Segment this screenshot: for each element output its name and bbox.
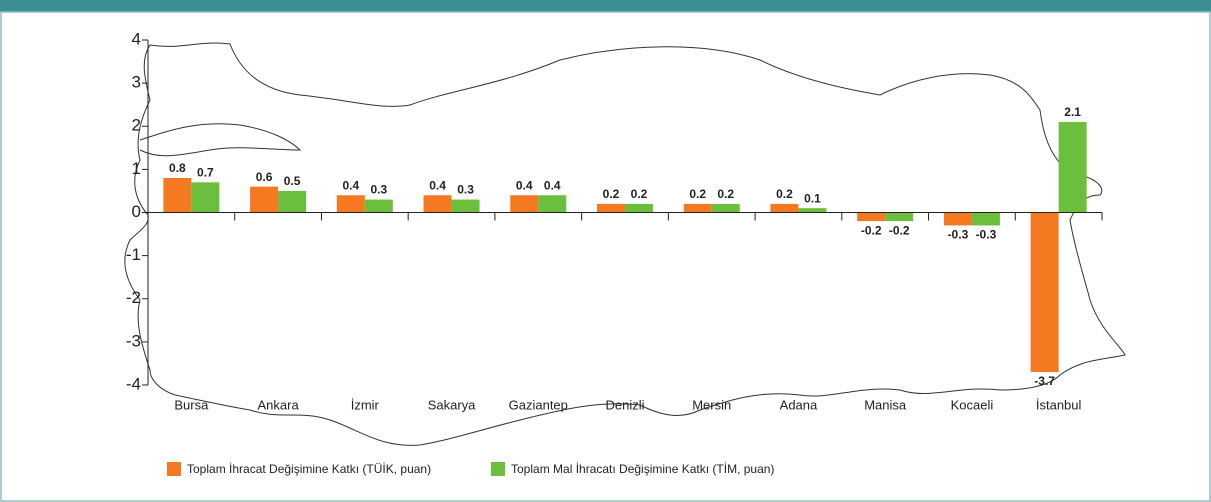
value-label: 0.4 [516,178,533,192]
value-label: -0.2 [889,223,910,237]
value-label: 0.1 [804,191,821,205]
value-label: 0.4 [544,178,561,192]
bar [798,208,827,213]
y-tick-label: -1 [126,245,141,264]
legend-swatch [491,462,505,476]
x-tick-label: Denizli [605,397,644,412]
legend-label: Toplam Mal İhracatı Değişimine Katkı (Tİ… [511,462,774,476]
x-tick-label: Sakarya [428,397,476,412]
bar [510,195,539,213]
y-tick-label: 4 [132,29,141,48]
value-label: 0.2 [717,187,734,201]
bar [885,212,914,222]
bar [364,199,393,213]
value-label: 0.5 [284,174,301,188]
bar [336,195,365,213]
value-label: 0.7 [197,165,214,179]
value-label: 0.6 [256,170,273,184]
bar [423,195,452,213]
bar [250,186,279,213]
bar [597,203,625,213]
value-label: -0.3 [948,228,969,242]
bar [857,212,886,222]
bar [625,203,653,213]
x-tick-label: Bursa [174,397,209,412]
bar [770,203,799,213]
x-tick-label: İzmir [351,397,380,412]
y-tick-label: 1 [132,159,141,178]
legend-swatch [167,462,181,476]
y-tick-label: -3 [126,331,141,350]
value-label: 0.8 [169,161,186,175]
y-tick-label: -2 [126,288,141,307]
bar [1030,212,1059,373]
value-label: 0.2 [689,187,706,201]
bar [1058,121,1087,213]
bar [943,212,972,226]
x-tick-label: Adana [780,397,818,412]
bar [711,203,740,213]
bar [683,203,712,213]
value-label: 0.4 [342,178,359,192]
x-tick-label: İstanbul [1036,397,1082,412]
y-tick-label: 2 [132,116,141,135]
y-tick-label: 3 [132,73,141,92]
y-tick-label: -4 [126,374,141,393]
value-label: -0.2 [861,223,882,237]
bar [538,195,567,213]
x-tick-label: Kocaeli [951,397,994,412]
map-outline [124,42,1126,446]
value-label: 0.3 [457,183,474,197]
value-label: -3.7 [1034,374,1055,388]
x-tick-label: Manisa [864,397,907,412]
value-label: 0.2 [776,187,793,201]
bar [278,190,307,213]
bar [971,212,1000,226]
header-bar [0,0,1211,12]
value-label: 2.1 [1064,105,1081,119]
y-tick-label: 0 [132,202,141,221]
value-label: 0.2 [603,187,620,201]
value-label: 0.4 [429,178,446,192]
legend-label: Toplam İhracat Değişimine Katkı (TÜİK, p… [187,462,431,476]
value-label: 0.2 [631,187,648,201]
bar [451,199,480,213]
x-tick-label: Ankara [257,397,299,412]
x-tick-label: Mersin [692,397,731,412]
bar [191,182,220,213]
value-label: -0.3 [976,228,997,242]
bar [163,178,192,213]
value-label: 0.3 [370,183,387,197]
frame [0,11,1211,502]
x-tick-label: Gaziantep [509,397,568,412]
